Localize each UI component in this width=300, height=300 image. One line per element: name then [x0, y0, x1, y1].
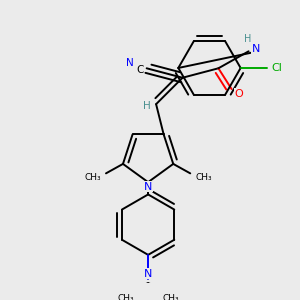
Text: CH₃: CH₃: [85, 172, 101, 182]
Text: CH₃: CH₃: [195, 172, 212, 182]
Text: N: N: [126, 58, 134, 68]
Text: Cl: Cl: [271, 63, 282, 73]
Text: H: H: [143, 101, 151, 111]
Text: CH₃: CH₃: [163, 294, 179, 300]
Text: N: N: [144, 182, 152, 192]
Text: H: H: [244, 34, 251, 44]
Text: C: C: [136, 65, 144, 75]
Text: O: O: [235, 89, 244, 99]
Text: CH₃: CH₃: [117, 294, 134, 300]
Text: N: N: [252, 44, 260, 54]
Text: N: N: [144, 269, 152, 279]
